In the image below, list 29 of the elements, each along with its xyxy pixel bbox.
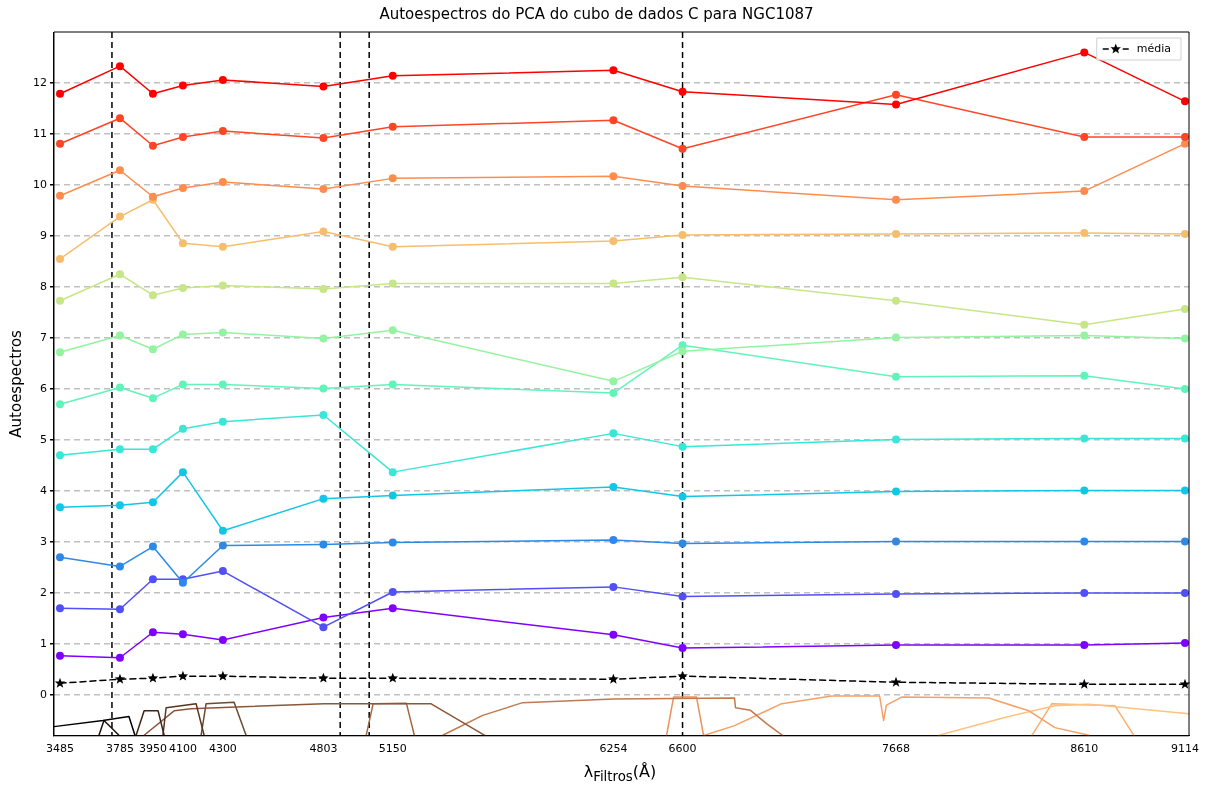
y-tick-label: 4 [40, 483, 47, 497]
x-tick-label: 3950 [138, 742, 167, 756]
y-axis-title: Autoespectros [6, 329, 25, 438]
y-tick-label: 2 [40, 585, 47, 599]
x-tick-label: 9114 [1171, 742, 1199, 756]
y-tick-label: 3 [40, 534, 47, 548]
y-tick-label: 1 [40, 636, 47, 650]
y-tick-label: 11 [33, 126, 47, 140]
y-tick-label: 10 [33, 177, 47, 191]
x-tick-label: 3485 [45, 742, 74, 756]
x-tick-label: 7668 [882, 742, 911, 756]
chart-title: Autoespectros do PCA do cubo de dados C para NGC1087 [379, 4, 814, 23]
x-tick-label: 4803 [309, 742, 338, 756]
y-tick-label: 9 [40, 228, 47, 242]
x-axis-title: λ$_{Filtros}$(Å) [582, 762, 658, 785]
x-tick-label: 5150 [378, 742, 407, 756]
y-tick-label: 8 [40, 279, 47, 293]
y-tick-label: 0 [40, 687, 47, 701]
y-tick-label: 12 [33, 75, 47, 89]
y-tick-label: 7 [40, 330, 47, 344]
y-tick-label: 5 [40, 432, 47, 446]
legend-label: média [1136, 41, 1171, 55]
x-tick-label: 4100 [168, 742, 197, 756]
y-tick-label: 6 [40, 381, 47, 395]
x-tick-label: 3785 [105, 742, 134, 756]
x-tick-label: 8610 [1070, 742, 1099, 756]
x-tick-label: 6254 [599, 742, 628, 756]
x-tick-label: 4300 [208, 742, 237, 756]
x-tick-label: 6600 [668, 742, 697, 756]
